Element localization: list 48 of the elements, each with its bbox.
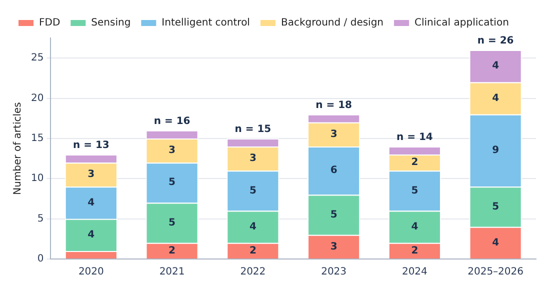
data-label: 2 [411, 157, 418, 168]
data-label: 9 [492, 145, 500, 156]
data-label: 5 [330, 209, 338, 220]
data-label: 5 [411, 185, 418, 196]
x-tick-label: 2021 [159, 266, 185, 278]
y-tick-label: 5 [37, 213, 44, 224]
data-label: 5 [492, 201, 500, 212]
x-tick-label: 2025–2026 [468, 266, 524, 278]
total-label: n = 13 [72, 140, 110, 152]
total-label: n = 15 [234, 124, 272, 136]
x-tick-label: 2022 [240, 266, 266, 278]
legend-label: Intelligent control [162, 18, 250, 29]
data-label: 4 [492, 60, 500, 72]
total-label: n = 26 [477, 36, 514, 47]
y-tick-label: 20 [30, 92, 44, 104]
data-label: 5 [168, 217, 176, 228]
y-axis-title: Number of articles [12, 102, 24, 195]
legend-label: FDD [39, 18, 60, 29]
y-tick-label: 15 [30, 133, 44, 144]
total-label: n = 18 [316, 100, 352, 111]
x-tick-label: 2020 [78, 266, 104, 278]
data-label: 4 [88, 197, 95, 208]
data-label: 6 [330, 165, 338, 176]
data-label: 4 [411, 221, 418, 232]
data-label: 2 [168, 245, 176, 256]
y-tick-label: 10 [30, 173, 44, 184]
total-label: n = 16 [154, 116, 190, 128]
legend-label: Background / design [280, 18, 384, 29]
x-tick-label: 2023 [321, 266, 347, 278]
total-label: n = 14 [396, 132, 433, 144]
data-label: 4 [492, 237, 500, 248]
data-label: 3 [330, 241, 338, 252]
data-label: 2 [249, 245, 256, 256]
data-label: 3 [249, 153, 256, 164]
data-label: 2 [411, 245, 418, 256]
legend-label: Clinical application [414, 18, 509, 29]
data-label: 3 [88, 169, 95, 180]
data-label: 5 [168, 177, 176, 188]
data-label: 3 [168, 145, 176, 156]
data-label: 4 [492, 92, 500, 104]
y-tick-label: 25 [30, 52, 44, 64]
legend-label: Sensing [91, 18, 131, 29]
data-label: 3 [330, 129, 338, 140]
data-label: 4 [88, 229, 95, 240]
y-tick-label: 0 [37, 254, 44, 265]
data-label: 4 [249, 221, 256, 232]
x-tick-label: 2024 [402, 266, 428, 278]
data-label: 5 [249, 185, 256, 196]
